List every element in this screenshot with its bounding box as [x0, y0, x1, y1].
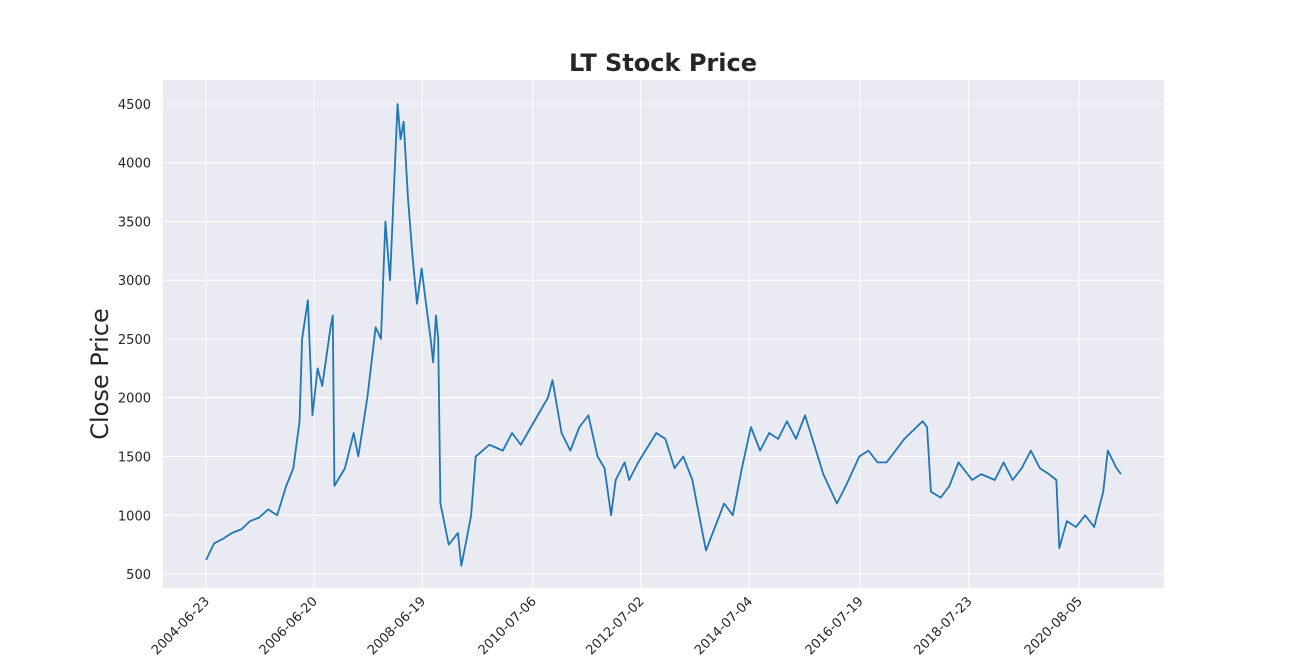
x-tick-label: 2010-07-06 — [476, 594, 540, 658]
y-tick-label: 1500 — [118, 451, 151, 466]
x-tick-label: 2006-06-20 — [257, 594, 321, 658]
y-tick-label: 4500 — [118, 98, 151, 113]
chart-title: LT Stock Price — [569, 49, 757, 77]
y-tick-label: 500 — [126, 568, 151, 583]
x-tick-label: 2004-06-23 — [149, 594, 213, 658]
x-tick-label: 2020-08-05 — [1022, 594, 1086, 658]
x-tick-label: 2008-06-19 — [365, 594, 429, 658]
y-tick-label: 2500 — [118, 333, 151, 348]
x-tick-label: 2012-07-02 — [584, 594, 648, 658]
y-tick-label: 2000 — [118, 392, 151, 407]
x-tick-label: 2014-07-04 — [692, 594, 756, 658]
y-tick-label: 1000 — [118, 509, 151, 524]
y-tick-label: 4000 — [118, 157, 151, 172]
x-tick-label: 2016-07-19 — [803, 594, 867, 658]
y-axis-label: Close Price — [86, 308, 114, 440]
price-line — [205, 103, 1122, 567]
y-tick-label: 3500 — [118, 215, 151, 230]
x-tick-label: 2018-07-23 — [912, 594, 976, 658]
plot-area — [163, 80, 1164, 588]
y-tick-label: 3000 — [118, 274, 151, 289]
